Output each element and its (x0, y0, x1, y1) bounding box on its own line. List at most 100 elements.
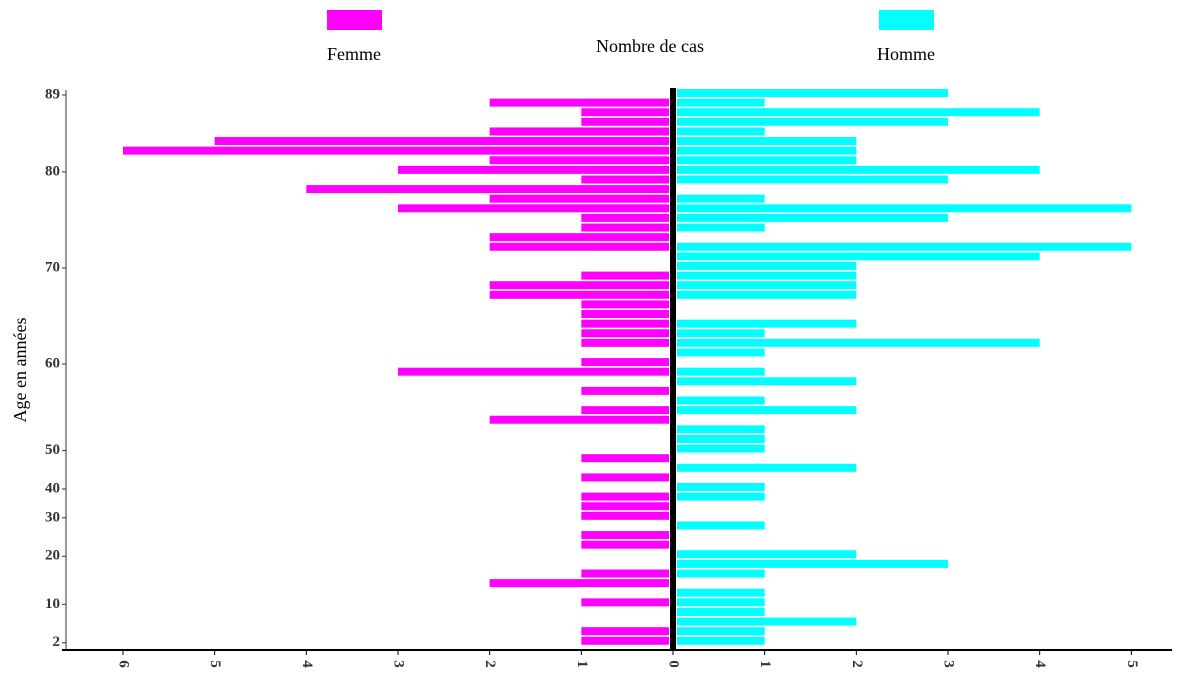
bar (581, 319, 669, 328)
bar (677, 434, 765, 443)
bar (677, 444, 765, 453)
bar (677, 213, 949, 222)
bar (581, 569, 669, 578)
bar (489, 242, 669, 251)
bar (677, 98, 765, 107)
bar (581, 271, 669, 280)
bar (581, 406, 669, 415)
bar (581, 358, 669, 367)
bar (677, 617, 857, 626)
bar (581, 540, 669, 549)
bar (677, 175, 949, 184)
bar (677, 242, 1132, 251)
bar (677, 271, 857, 280)
bar (489, 156, 669, 165)
bar (581, 627, 669, 636)
legend-swatch (327, 10, 382, 30)
bar (677, 89, 949, 97)
y-tick-label: 30 (45, 509, 60, 525)
bar (677, 521, 765, 530)
bar (489, 290, 669, 299)
bar (677, 559, 949, 568)
bar (581, 531, 669, 540)
y-tick-label: 70 (45, 259, 60, 275)
y-tick-label: 40 (45, 480, 60, 496)
bar (489, 579, 669, 588)
bar (489, 281, 669, 290)
y-tick-label: 80 (45, 163, 60, 179)
bar (677, 261, 857, 270)
bar (489, 233, 669, 242)
bar (581, 108, 669, 117)
bar (677, 108, 1040, 117)
y-tick-label: 20 (45, 548, 60, 564)
bar (489, 415, 669, 424)
bar (677, 492, 765, 501)
center-axis (670, 88, 676, 650)
bar (489, 98, 669, 107)
x-tick-label: 0 (666, 660, 682, 668)
x-tick-label: 4 (299, 660, 315, 668)
bar (677, 319, 857, 328)
chart-title: Nombre de cas (596, 36, 704, 56)
bar (677, 406, 857, 415)
bar (677, 569, 765, 578)
bar (581, 386, 669, 395)
x-tick-label: 2 (482, 660, 498, 668)
bar (677, 194, 765, 203)
bar (677, 127, 765, 136)
bar (581, 175, 669, 184)
bar (581, 329, 669, 338)
bar (581, 223, 669, 232)
x-tick-label: 1 (757, 660, 773, 668)
bar (214, 137, 669, 146)
bar (581, 338, 669, 347)
bar (677, 636, 765, 645)
bar (677, 137, 857, 146)
y-tick-label: 10 (45, 596, 60, 612)
bar (677, 377, 857, 386)
bar (581, 492, 669, 501)
bar (677, 367, 765, 376)
bar (489, 127, 669, 136)
bar (677, 338, 1040, 347)
bar (581, 454, 669, 463)
bar (677, 588, 765, 597)
bar (677, 483, 765, 492)
bar (122, 146, 670, 155)
x-tick-label: 4 (1032, 660, 1048, 668)
bar (677, 550, 857, 559)
bar (581, 473, 669, 482)
bar (677, 117, 949, 126)
bar (581, 117, 669, 126)
bar (677, 425, 765, 434)
bar (581, 636, 669, 645)
bar (581, 300, 669, 309)
bar (677, 607, 765, 616)
bar (397, 165, 669, 174)
bar (397, 204, 669, 213)
x-tick-label: 1 (574, 660, 590, 668)
x-tick-label: 6 (116, 660, 132, 668)
bar (581, 598, 669, 607)
bar (677, 329, 765, 338)
legend-label: Femme (327, 44, 381, 64)
bar (677, 290, 857, 299)
bar (677, 396, 765, 405)
x-tick-label: 5 (207, 660, 223, 668)
x-tick-label: 3 (391, 660, 407, 668)
y-axis-label: Age en années (10, 318, 30, 423)
x-tick-label: 3 (941, 660, 957, 668)
bar (581, 213, 669, 222)
y-tick-label: 60 (45, 356, 60, 372)
bar (677, 463, 857, 472)
x-tick-label: 2 (849, 660, 865, 668)
y-tick-label: 89 (45, 86, 60, 102)
bar (677, 598, 765, 607)
bar (677, 146, 857, 155)
bar (677, 252, 1040, 261)
legend-swatch (879, 10, 934, 30)
bar (306, 185, 669, 194)
